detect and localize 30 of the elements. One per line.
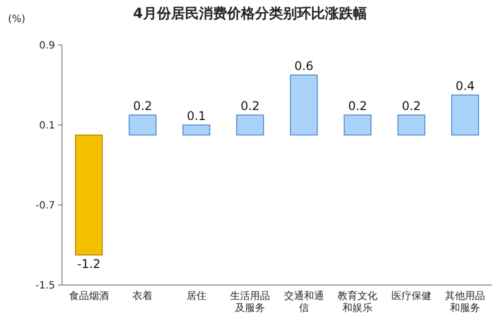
bar: [128, 114, 156, 136]
x-tick-label: 衣着: [132, 291, 154, 303]
data-label: 0.6: [294, 59, 314, 73]
x-tick-label: 交通和通信: [282, 291, 325, 315]
data-label: 0.4: [456, 79, 475, 93]
y-tick-label: -1.5: [35, 280, 55, 292]
x-tick-label: 教育文化和娱乐: [336, 291, 379, 315]
y-tick-label: 0.1: [39, 120, 55, 132]
y-tick-label: 0.9: [39, 40, 55, 52]
data-label: 0.2: [402, 99, 421, 113]
bar: [398, 114, 426, 136]
data-label: 0.2: [133, 99, 152, 113]
bar: [236, 114, 264, 136]
x-tick-label: 居住: [185, 291, 208, 303]
data-label: -1.2: [77, 257, 101, 271]
bar: [290, 74, 318, 136]
x-tick-label: 其他用品和服务: [444, 291, 486, 315]
data-label: 0.2: [348, 99, 368, 113]
bar: [344, 114, 372, 136]
bar: [451, 94, 479, 136]
y-tick-label: -0.7: [35, 200, 55, 212]
y-axis-title: (%): [8, 14, 26, 25]
chart-title: 4月份居民消费价格分类别环比涨跌幅: [133, 6, 367, 22]
bar: [75, 134, 103, 256]
x-tick-label: 医疗保健: [390, 291, 432, 303]
bar: [182, 124, 210, 136]
x-tick-label: 生活用品及服务: [229, 291, 272, 315]
data-label: 0.2: [240, 99, 260, 113]
x-tick-label: 食品烟酒: [68, 291, 110, 303]
data-label: 0.1: [186, 109, 206, 123]
